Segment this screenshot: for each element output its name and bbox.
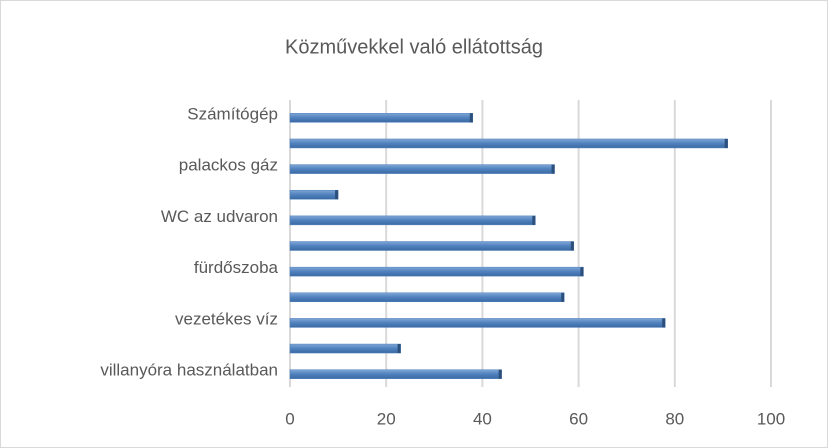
bar — [289, 318, 666, 328]
chart-title: Közművekkel való ellátottság — [285, 36, 543, 58]
bar — [289, 164, 555, 174]
bar — [289, 292, 565, 303]
y-tick-label: WC az udvaron — [161, 207, 278, 226]
y-tick-label: villanyóra használatban — [100, 361, 278, 380]
bar — [289, 113, 474, 123]
bar — [289, 138, 728, 149]
x-tick-label: 100 — [757, 409, 785, 428]
bar — [289, 369, 502, 379]
x-tick-label: 60 — [569, 409, 588, 428]
bar — [289, 266, 584, 277]
bar — [289, 241, 575, 251]
x-tick-label: 20 — [377, 409, 396, 428]
y-tick-label: palackos gáz — [179, 156, 278, 175]
y-tick-label: Számítógép — [187, 104, 278, 123]
bar — [289, 343, 401, 354]
bar — [289, 189, 339, 200]
y-tick-label: vezetékes víz — [175, 309, 278, 328]
y-tick-label: fürdőszoba — [194, 258, 279, 277]
x-tick-label: 0 — [285, 409, 294, 428]
x-tick-label: 80 — [665, 409, 684, 428]
x-tick-label: 40 — [473, 409, 492, 428]
bar — [289, 215, 536, 226]
